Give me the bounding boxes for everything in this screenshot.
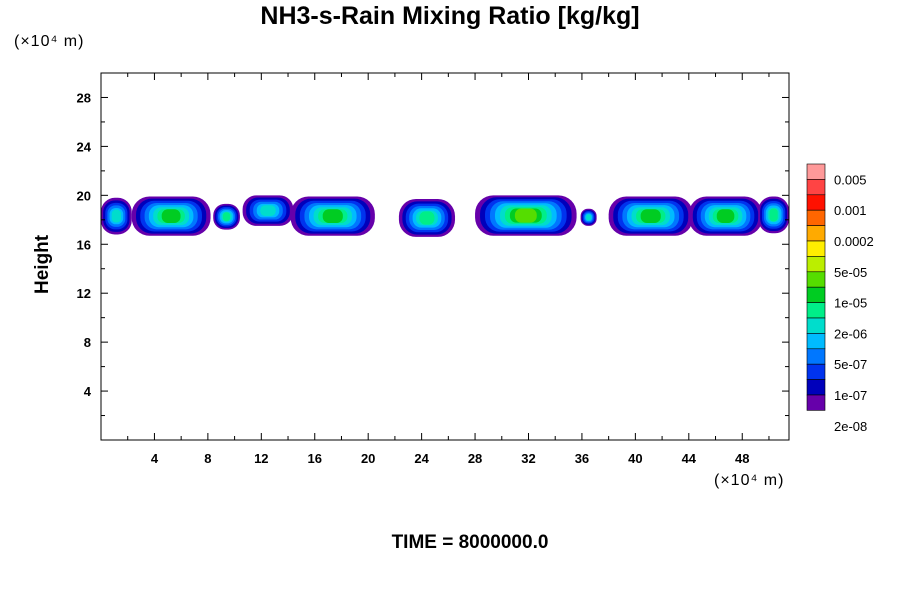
x-tick-label: 40 (628, 451, 642, 466)
colorbar-swatch (806, 302, 826, 319)
y-tick-label: 8 (84, 335, 91, 350)
x-tick-label: 24 (414, 451, 429, 466)
colorbar-label: 1e-05 (834, 296, 867, 311)
cloud-blob (290, 196, 375, 236)
cloud-blob (475, 195, 577, 236)
contour-band (640, 209, 661, 223)
y-tick-label: 12 (77, 286, 91, 301)
contour-band (222, 212, 231, 222)
colorbar-label: 5e-05 (834, 265, 867, 280)
y-tick-label: 28 (77, 90, 91, 105)
x-tick-label: 36 (575, 451, 589, 466)
colorbar-swatch (806, 317, 826, 334)
colorbar-swatch (806, 394, 826, 411)
y-tick-label: 20 (77, 188, 91, 203)
colorbar-swatch (806, 348, 826, 365)
colorbar-swatch (806, 163, 826, 180)
colorbar-swatch (806, 194, 826, 211)
y-tick-label: 16 (77, 237, 91, 252)
x-tick-label: 4 (151, 451, 159, 466)
colorbar-label: 0.005 (834, 172, 867, 187)
x-tick-label: 12 (254, 451, 268, 466)
x-tick-label: 20 (361, 451, 375, 466)
colorbar-label: 5e-07 (834, 357, 867, 372)
colorbar-swatch (806, 333, 826, 350)
colorbar-swatch (806, 286, 826, 303)
colorbar-swatch (806, 256, 826, 273)
colorbar-swatch (806, 363, 826, 380)
time-label: TIME = 8000000.0 (391, 532, 549, 553)
cloud-blob (213, 203, 240, 230)
y-tick-label: 24 (77, 139, 92, 154)
y-tick-label: 4 (84, 384, 92, 399)
cloud-blob (242, 195, 294, 226)
cloud-blob (101, 197, 132, 235)
plot-frame (100, 72, 790, 441)
contour-band (322, 209, 343, 223)
cloud-blob (580, 208, 597, 226)
chart-title: NH3-s-Rain Mixing Ratio [kg/kg] (260, 2, 640, 30)
contour-band (419, 211, 435, 225)
contour-band (514, 208, 537, 223)
x-tick-label: 28 (468, 451, 482, 466)
contour-band (161, 209, 181, 223)
colorbar-label: 2e-06 (834, 326, 867, 341)
x-tick-label: 8 (204, 451, 211, 466)
colorbar-swatch (806, 379, 826, 396)
colorbar-label: 1e-07 (834, 388, 867, 403)
contour-band (111, 209, 122, 223)
contour-band (260, 205, 276, 216)
x-tick-label: 44 (682, 451, 697, 466)
y-axis-unit-label: (×10⁴ m) (14, 33, 85, 50)
colorbar-swatch (806, 179, 826, 196)
colorbar-swatch (806, 240, 826, 257)
cloud-blob (608, 196, 693, 236)
cloud-blob (131, 196, 211, 236)
cloud-blob (398, 199, 456, 237)
colorbar-label: 0.0002 (834, 234, 874, 249)
colorbar-swatch (806, 271, 826, 288)
x-tick-label: 16 (308, 451, 322, 466)
x-axis-unit-label: (×10⁴ m) (714, 472, 785, 489)
colorbar-label: 0.001 (834, 203, 867, 218)
contour-band (586, 214, 592, 221)
cloud-blob (758, 196, 789, 234)
colorbar-swatch (806, 225, 826, 242)
cloud-blob (688, 196, 763, 236)
contour-band (769, 208, 778, 222)
x-tick-label: 48 (735, 451, 749, 466)
colorbar-swatch (806, 209, 826, 226)
contour-band (716, 209, 735, 223)
x-tick-label: 32 (521, 451, 535, 466)
colorbar-label: 2e-08 (834, 419, 867, 434)
